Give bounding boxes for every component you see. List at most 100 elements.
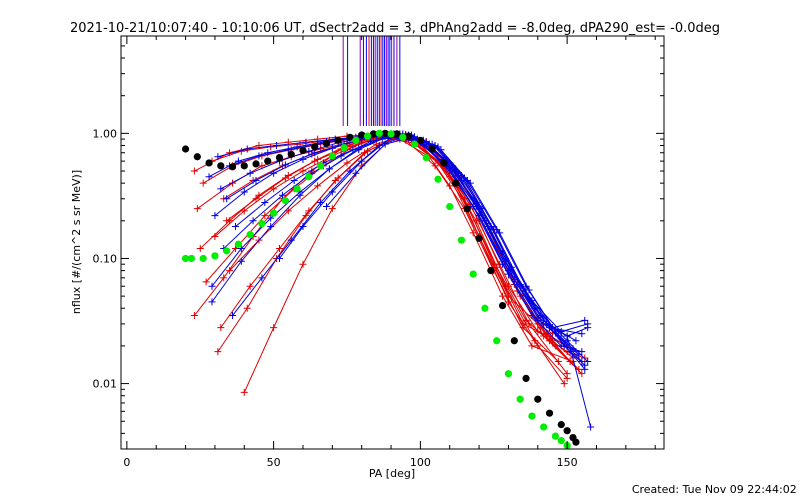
trace-point [554, 332, 562, 340]
fit-point [181, 254, 190, 263]
trace-point [466, 179, 474, 187]
trace-point [378, 135, 386, 143]
trace-point [293, 143, 301, 151]
trace-point [211, 232, 219, 240]
trace-point [214, 348, 222, 356]
trace-point [499, 249, 507, 257]
trace-point [208, 298, 216, 306]
trace-point [302, 138, 310, 146]
trace-point [490, 226, 498, 234]
trace-point [563, 374, 571, 382]
fit-point [393, 130, 401, 138]
trace-point [548, 337, 556, 345]
trace-point [196, 245, 204, 253]
fit-point [205, 159, 213, 167]
trace-point [560, 342, 568, 350]
trace-point [237, 257, 245, 265]
trace-point [299, 223, 307, 231]
trace-line [220, 133, 574, 350]
trace-point [578, 330, 586, 338]
trace-point [240, 207, 248, 215]
trace-point [575, 351, 583, 359]
trace-point [214, 153, 222, 161]
trace-point [496, 229, 504, 237]
trace-point [205, 173, 213, 181]
axes: 0 50 100 150 0.01 0.10 1.00 [93, 35, 664, 469]
trace-point [267, 214, 275, 222]
trace-point [311, 157, 319, 165]
fit-point [234, 240, 243, 248]
fit-point [187, 254, 196, 263]
fit-point [481, 304, 489, 312]
trace-point [381, 140, 389, 148]
trace-point [446, 182, 454, 190]
trace-point [572, 337, 580, 345]
fit-point [275, 154, 284, 162]
trace-point [578, 348, 586, 356]
fit-point [557, 437, 565, 445]
trace-point [264, 149, 272, 157]
fit-point [557, 421, 565, 429]
trace-point [452, 167, 460, 175]
fit-point [228, 163, 237, 171]
y-tick-label: 1.00 [93, 127, 118, 140]
trace-point [504, 282, 512, 290]
trace-point [267, 223, 275, 231]
fit-point [540, 423, 548, 431]
red-trace [190, 132, 577, 366]
trace-point [305, 207, 313, 215]
trace-point [299, 260, 307, 268]
trace-point [217, 185, 225, 193]
fit-point [381, 129, 389, 137]
fit-point [563, 427, 571, 435]
plot-area [181, 129, 595, 449]
fit-point [440, 159, 448, 167]
trace-point [499, 292, 507, 300]
fit-point [270, 209, 278, 217]
red-trace [217, 132, 586, 378]
fit-point [457, 236, 466, 244]
fit-point [493, 337, 501, 345]
trace-point [284, 146, 292, 154]
trace-point [240, 388, 248, 396]
trace-point [510, 275, 518, 283]
fit-point [199, 254, 207, 263]
fit-point [487, 266, 495, 275]
trace-line [197, 135, 568, 347]
fit-point [299, 146, 307, 155]
trace-point [557, 328, 565, 336]
trace-point [534, 342, 542, 350]
trace-point [528, 297, 536, 305]
trace-point [358, 157, 366, 165]
green-fit-series [181, 129, 571, 449]
fit-point [287, 150, 295, 158]
trace-point [290, 176, 298, 184]
fit-point [258, 219, 266, 228]
trace-point [234, 157, 242, 165]
blue-trace [322, 133, 592, 336]
trace-point [278, 162, 286, 170]
trace-point [302, 212, 310, 220]
fit-point [405, 132, 413, 140]
trace-point [261, 212, 269, 220]
fit-point [328, 152, 336, 160]
red-trace [214, 134, 574, 366]
trace-point [460, 174, 468, 182]
blue-trace [205, 130, 586, 356]
trace-point [275, 254, 283, 262]
trace-line [211, 135, 586, 366]
chart-title: 2021-10-21/10:07:40 - 10:10:06 UT, dSect… [70, 21, 720, 36]
trace-point [211, 212, 219, 220]
red-trace [208, 130, 568, 388]
trace-point [437, 146, 445, 154]
trace-point [246, 169, 254, 177]
x-tick-label: 0 [123, 456, 130, 469]
fit-point [504, 370, 513, 378]
x-tick-label: 100 [410, 456, 431, 469]
fit-point [346, 133, 354, 141]
trace-point [352, 169, 360, 177]
trace-point [208, 282, 216, 290]
fit-point [217, 162, 225, 170]
fit-point [475, 234, 483, 242]
